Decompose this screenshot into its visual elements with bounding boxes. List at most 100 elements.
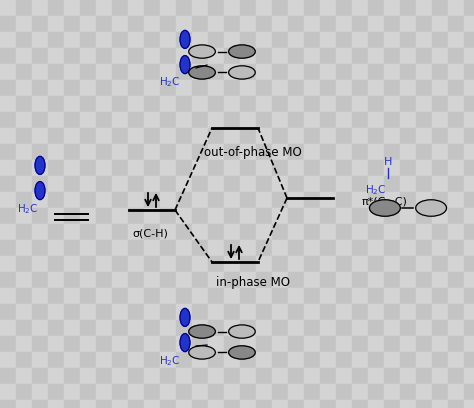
Bar (128, 144, 144, 160)
Bar (224, 176, 240, 192)
Bar (416, 80, 432, 96)
Bar (304, 240, 320, 256)
Bar (464, 320, 474, 336)
Bar (416, 256, 432, 272)
Bar (208, 80, 224, 96)
Bar (0, 240, 16, 256)
Bar (384, 80, 400, 96)
Bar (448, 368, 464, 384)
Bar (384, 384, 400, 400)
Bar (96, 320, 112, 336)
Bar (240, 112, 256, 128)
Bar (448, 384, 464, 400)
Bar (48, 192, 64, 208)
Bar (160, 80, 176, 96)
Bar (400, 160, 416, 176)
Bar (144, 192, 160, 208)
Bar (80, 176, 96, 192)
Bar (224, 192, 240, 208)
Bar (368, 384, 384, 400)
Bar (336, 192, 352, 208)
Bar (160, 336, 176, 352)
Bar (224, 304, 240, 320)
Bar (432, 160, 448, 176)
Bar (32, 384, 48, 400)
Bar (288, 128, 304, 144)
Bar (96, 128, 112, 144)
Bar (176, 80, 192, 96)
Text: $\mathsf{H_2C}$: $\mathsf{H_2C}$ (159, 354, 181, 368)
Bar (224, 400, 240, 408)
Bar (128, 272, 144, 288)
Bar (192, 400, 208, 408)
Bar (208, 384, 224, 400)
Bar (32, 304, 48, 320)
Bar (192, 208, 208, 224)
Bar (368, 192, 384, 208)
Bar (0, 48, 16, 64)
Bar (64, 384, 80, 400)
Bar (16, 144, 32, 160)
Bar (272, 208, 288, 224)
Bar (336, 320, 352, 336)
Bar (0, 0, 16, 16)
Bar (176, 96, 192, 112)
Bar (176, 400, 192, 408)
Bar (320, 384, 336, 400)
Bar (256, 384, 272, 400)
Bar (112, 320, 128, 336)
Bar (208, 304, 224, 320)
Bar (320, 352, 336, 368)
Bar (240, 160, 256, 176)
Bar (256, 240, 272, 256)
Bar (80, 256, 96, 272)
Bar (32, 48, 48, 64)
Bar (32, 288, 48, 304)
Bar (416, 224, 432, 240)
Bar (32, 16, 48, 32)
Bar (176, 192, 192, 208)
Bar (304, 176, 320, 192)
Bar (176, 304, 192, 320)
Bar (240, 80, 256, 96)
Bar (240, 128, 256, 144)
Bar (256, 48, 272, 64)
Bar (336, 368, 352, 384)
Bar (448, 208, 464, 224)
Bar (336, 160, 352, 176)
Bar (80, 32, 96, 48)
Bar (64, 288, 80, 304)
Bar (112, 288, 128, 304)
Bar (288, 320, 304, 336)
Bar (320, 320, 336, 336)
Bar (320, 272, 336, 288)
Bar (400, 208, 416, 224)
Bar (48, 272, 64, 288)
Bar (16, 320, 32, 336)
Bar (272, 192, 288, 208)
Bar (448, 96, 464, 112)
Bar (208, 112, 224, 128)
Bar (432, 80, 448, 96)
Bar (192, 304, 208, 320)
Bar (176, 128, 192, 144)
Bar (0, 368, 16, 384)
Bar (256, 96, 272, 112)
Bar (224, 256, 240, 272)
Bar (96, 0, 112, 16)
Bar (64, 64, 80, 80)
Bar (400, 64, 416, 80)
Ellipse shape (228, 45, 255, 58)
Bar (288, 160, 304, 176)
Bar (304, 16, 320, 32)
Bar (160, 304, 176, 320)
Ellipse shape (228, 325, 255, 338)
Bar (144, 336, 160, 352)
Bar (160, 160, 176, 176)
Bar (288, 384, 304, 400)
Bar (336, 0, 352, 16)
Bar (272, 0, 288, 16)
Bar (464, 144, 474, 160)
Bar (448, 304, 464, 320)
Bar (96, 240, 112, 256)
